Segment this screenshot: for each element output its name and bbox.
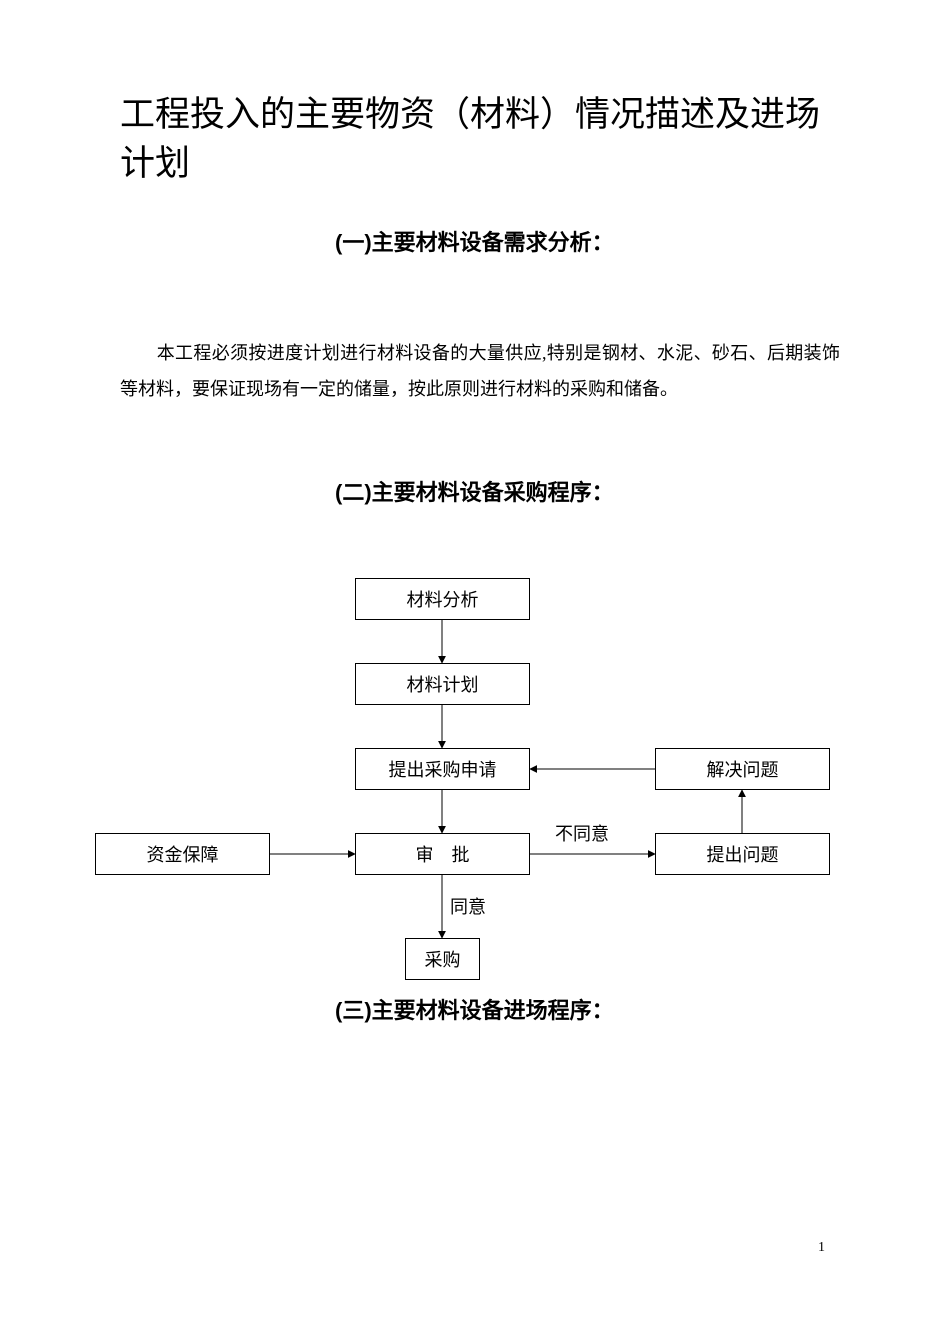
- flow-node-solve-problem: 解决问题: [655, 748, 830, 790]
- flow-node-purchase-request: 提出采购申请: [355, 748, 530, 790]
- section-heading-3: (三)主要材料设备进场程序：: [335, 993, 614, 1025]
- flow-node-raise-problem: 提出问题: [655, 833, 830, 875]
- document-page: 工程投入的主要物资（材料）情况描述及进场计划 (一)主要材料设备需求分析： 本工…: [0, 0, 945, 1337]
- flow-node-purchase: 采购: [405, 938, 480, 980]
- section-heading-2: (二)主要材料设备采购程序：: [335, 475, 614, 507]
- edge-label-disagree: 不同意: [555, 820, 609, 846]
- page-number: 1: [818, 1240, 825, 1256]
- flow-node-material-analysis: 材料分析: [355, 578, 530, 620]
- flow-node-material-plan: 材料计划: [355, 663, 530, 705]
- edge-label-agree: 同意: [450, 893, 486, 919]
- flow-node-fund-guarantee: 资金保障: [95, 833, 270, 875]
- section-heading-1: (一)主要材料设备需求分析：: [335, 225, 614, 257]
- document-title: 工程投入的主要物资（材料）情况描述及进场计划: [120, 90, 840, 188]
- flow-node-approval: 审 批: [355, 833, 530, 875]
- body-paragraph: 本工程必须按进度计划进行材料设备的大量供应,特别是钢材、水泥、砂石、后期装饰等材…: [120, 335, 840, 407]
